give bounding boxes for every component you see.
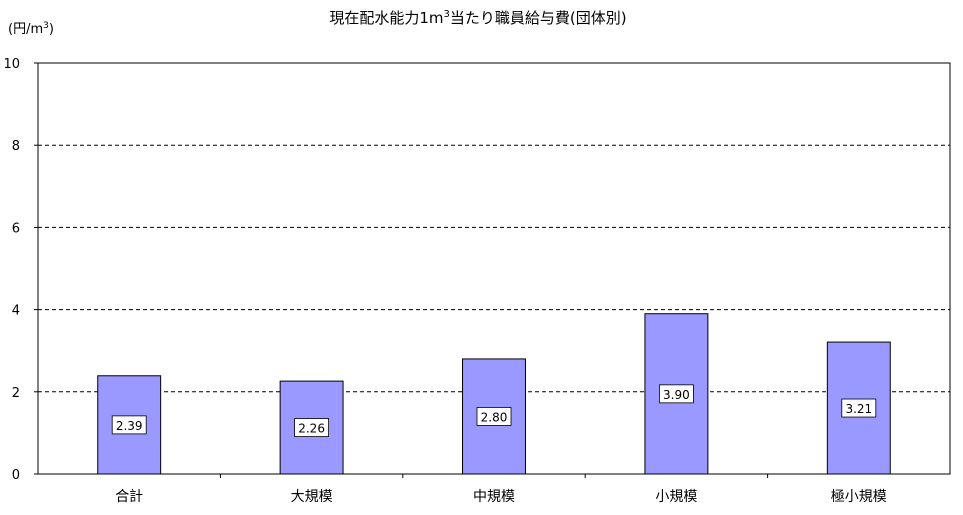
y-axis-unit-superscript: 3 [43, 21, 49, 31]
y-tick-label: 8 [12, 139, 20, 154]
chart-title-rest: 当たり職員給与費(団体別) [450, 9, 627, 27]
data-label: 3.90 [663, 388, 690, 402]
data-label-box [841, 398, 877, 418]
x-tick-label: 大規模 [291, 489, 333, 505]
y-tick-label: 2 [12, 386, 20, 401]
x-tick-label: 極小規模 [831, 489, 887, 505]
y-tick-label: 4 [12, 304, 20, 319]
y-axis-unit-rest: ) [49, 22, 54, 37]
x-tick-label: 中規模 [473, 489, 515, 505]
y-tick-label: 0 [12, 468, 20, 483]
y-axis-unit-main: (円/m [8, 22, 43, 37]
data-label: 3.21 [845, 402, 872, 416]
chart-title-main: 現在配水能力1m [329, 9, 443, 27]
y-tick-label: 10 [3, 57, 20, 72]
data-label-box [659, 384, 694, 404]
value-labels: 2.39 2.26 2.80 3.90 3.21 [111, 384, 877, 437]
x-tick-label: 合計 [115, 489, 143, 505]
y-axis-unit: (円/m3) [8, 21, 54, 37]
data-label-box [476, 407, 512, 426]
data-label: 2.80 [481, 410, 508, 424]
chart-title: 現在配水能力1m3当たり職員給与費(団体別) [329, 9, 626, 27]
x-tick-label: 小規模 [655, 489, 697, 505]
y-tick-label: 6 [12, 221, 20, 236]
data-label: 2.26 [298, 422, 325, 436]
axes: 0 2 4 6 8 10 合計 大規模 中規模 小規模 極小規模 [3, 57, 886, 505]
data-label-box [111, 415, 147, 435]
data-label: 2.39 [116, 419, 143, 433]
chart-title-superscript: 3 [444, 9, 450, 20]
data-label-box [294, 418, 330, 437]
bar [644, 313, 709, 475]
